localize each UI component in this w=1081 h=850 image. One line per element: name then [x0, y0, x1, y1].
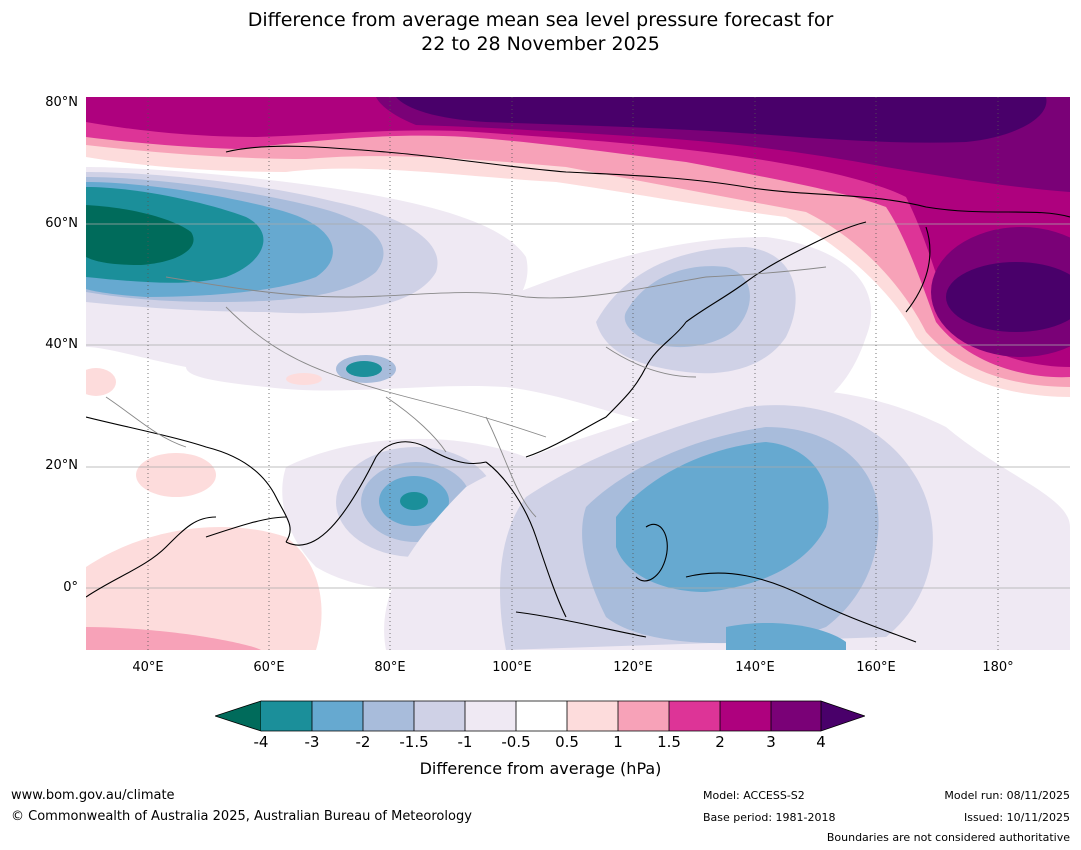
lon-label-60e: 60°E [253, 660, 285, 675]
colorbar-tick-pos05: 0.5 [555, 733, 579, 751]
png-anomaly-neg2 [726, 622, 846, 650]
africa-anomaly-pos05 [86, 527, 322, 650]
copyright: © Commonwealth of Australia 2025, Austra… [11, 809, 472, 824]
model-run: Model run: 08/11/2025 [944, 789, 1070, 802]
disclaimer: Boundaries are not considered authoritat… [826, 831, 1070, 844]
lat-label-20n: 20°N [45, 458, 78, 473]
lat-label-60n: 60°N [45, 216, 78, 231]
website-link[interactable]: www.bom.gov.au/climate [11, 788, 175, 803]
caspian-anomaly-pos05 [86, 368, 116, 396]
lat-label-40n: 40°N [45, 337, 78, 352]
map-canvas [86, 97, 1070, 650]
colorbar-bin-neg3-neg2 [312, 701, 363, 731]
colorbar-bin-pos05-pos1 [567, 701, 618, 731]
colorbar-bin-neg15-neg1 [414, 701, 465, 731]
issued-date: Issued: 10/11/2025 [963, 811, 1070, 824]
pacific-anomaly-pos4 [946, 262, 1070, 332]
iran-anomaly-pos05 [286, 373, 322, 385]
colorbar-tick-pos3: 3 [766, 733, 776, 751]
colorbar-tick-neg4: -4 [253, 733, 269, 751]
country-borders [105, 266, 827, 518]
colorbar-tick-pos15: 1.5 [657, 733, 681, 751]
arctic-anomaly-pos2 [86, 97, 1070, 367]
bengal-anomaly-neg3 [400, 492, 428, 510]
colorbar-bin-pos1-pos15 [618, 701, 669, 731]
model-name: Model: ACCESS-S2 [703, 789, 805, 802]
title-line-1: Difference from average mean sea level p… [247, 9, 834, 31]
lon-label-80e: 80°E [374, 660, 406, 675]
colorbar-tick-neg2: -2 [355, 733, 371, 751]
lon-label-120e: 120°E [613, 660, 653, 675]
longitude-gridlines [147, 97, 999, 650]
lon-label-140e: 140°E [735, 660, 775, 675]
colorbar-tick-neg3: -3 [304, 733, 320, 751]
colorbar-extend-low [215, 700, 262, 732]
lat-label-0: 0° [63, 580, 78, 595]
title-line-2: 22 to 28 November 2025 [421, 33, 660, 55]
pacific-anomaly-neg2 [616, 442, 829, 592]
base-period: Base period: 1981-2018 [703, 811, 836, 824]
europe-anomaly-neg4 [86, 205, 194, 265]
colorbar-tick-neg1: -1 [457, 733, 473, 751]
colorbar-tick-pos4: 4 [816, 733, 826, 751]
colorbar [215, 700, 865, 732]
lon-label-100e: 100°E [492, 660, 532, 675]
arctic-anomaly-pos4 [396, 97, 1047, 143]
colorbar-label: Difference from average (hPa) [419, 759, 662, 778]
colorbar-extend-high [820, 700, 865, 732]
map-title: Difference from average mean sea level p… [0, 8, 1081, 56]
colorbar-tick-pos2: 2 [715, 733, 725, 751]
colorbar-bin-neg4-neg3 [261, 701, 312, 731]
lat-label-80n: 80°N [45, 95, 78, 110]
colorbar-tick-pos1: 1 [613, 733, 623, 751]
colorbar-bin-neg1-neg05 [465, 701, 516, 731]
lon-label-160e: 160°E [856, 660, 896, 675]
colorbar-bin-pos3-pos4 [771, 701, 821, 731]
coastlines [86, 145, 1070, 643]
colorbar-bin-neg2-neg15 [363, 701, 414, 731]
arabia-anomaly-pos05 [136, 453, 216, 497]
colorbar-tick-neg05: -0.5 [501, 733, 531, 751]
pressure-anomaly-map [86, 97, 1070, 650]
colorbar-bin-pos2-pos3 [720, 701, 771, 731]
lon-label-40e: 40°E [132, 660, 164, 675]
lon-label-180: 180° [982, 660, 1014, 675]
colorbar-bin-neg05-pos05 [516, 701, 567, 731]
colorbar-bin-pos15-pos2 [669, 701, 720, 731]
africa-anomaly-pos1 [86, 627, 261, 650]
tibet-anomaly-neg3 [346, 361, 382, 377]
colorbar-tick-neg15: -1.5 [399, 733, 429, 751]
